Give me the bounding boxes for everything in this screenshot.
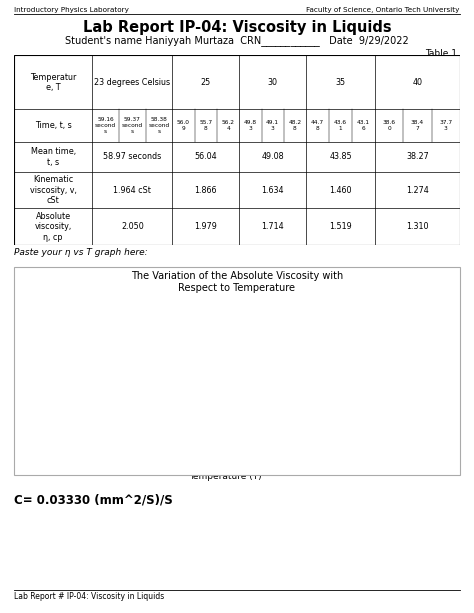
Text: Lab Report IP-04: Viscosity in Liquids: Lab Report IP-04: Viscosity in Liquids (82, 20, 392, 35)
Text: 43.85: 43.85 (329, 153, 352, 161)
Text: 56.2
4: 56.2 4 (221, 120, 235, 131)
Text: Time, t, s: Time, t, s (35, 121, 72, 130)
Text: Absolute
viscosity,
η, cp: Absolute viscosity, η, cp (35, 211, 72, 242)
Text: 35: 35 (336, 78, 346, 87)
Text: Student's name Haniyyah Murtaza  CRN____________   Date  9/29/2022: Student's name Haniyyah Murtaza CRN_____… (65, 36, 409, 47)
Text: 30: 30 (268, 78, 278, 87)
Text: 43.1
6: 43.1 6 (357, 120, 370, 131)
Text: 40: 40 (412, 78, 422, 87)
Text: The Variation of the Absolute Viscosity with: The Variation of the Absolute Viscosity … (131, 271, 343, 281)
Text: 56.0
9: 56.0 9 (177, 120, 190, 131)
Text: 59.16
second
s: 59.16 second s (95, 117, 116, 134)
Text: 56.04: 56.04 (194, 153, 217, 161)
Text: 38.4
7: 38.4 7 (411, 120, 424, 131)
Text: 49.1
3: 49.1 3 (266, 120, 279, 131)
Text: 49.8
3: 49.8 3 (244, 120, 257, 131)
Text: 49.08: 49.08 (261, 153, 284, 161)
Text: 43.6
1: 43.6 1 (334, 120, 347, 131)
Text: 38.6
0: 38.6 0 (383, 120, 396, 131)
Text: 1.979: 1.979 (194, 222, 217, 231)
Text: Introductory Physics Laboratory: Introductory Physics Laboratory (14, 7, 129, 13)
Text: Table 1.: Table 1. (425, 49, 460, 58)
Text: Faculty of Science, Ontario Tech University: Faculty of Science, Ontario Tech Univers… (306, 7, 460, 13)
Text: 2.050: 2.050 (121, 222, 144, 231)
Text: Paste your η vs T graph here:: Paste your η vs T graph here: (14, 248, 148, 257)
Text: 1.310: 1.310 (406, 222, 428, 231)
Text: 48.2
8: 48.2 8 (288, 120, 301, 131)
Text: 58.38
second
s: 58.38 second s (148, 117, 170, 134)
Text: 1.964 cSt: 1.964 cSt (113, 186, 151, 194)
Text: 38.27: 38.27 (406, 153, 429, 161)
Text: 1.274: 1.274 (406, 186, 429, 194)
X-axis label: Temperature (T): Temperature (T) (189, 472, 262, 481)
Text: 1.634: 1.634 (261, 186, 284, 194)
Text: 55.7
8: 55.7 8 (199, 120, 212, 131)
Text: Mean time,
t, s: Mean time, t, s (31, 147, 76, 167)
Text: 25: 25 (201, 78, 211, 87)
Text: 59.37
second
s: 59.37 second s (122, 117, 143, 134)
Text: 1.714: 1.714 (261, 222, 284, 231)
Text: 23 degrees Celsius: 23 degrees Celsius (94, 78, 170, 87)
Y-axis label: Absolute Viscosity (η): Absolute Viscosity (η) (25, 338, 34, 421)
Text: 37.7
3: 37.7 3 (439, 120, 452, 131)
Text: Kinematic
viscosity, v,
cSt: Kinematic viscosity, v, cSt (30, 175, 77, 205)
Text: Respect to Temperature: Respect to Temperature (179, 283, 295, 292)
Text: Temperatur
e, T: Temperatur e, T (30, 72, 76, 92)
Text: 1.519: 1.519 (329, 222, 352, 231)
Text: C= 0.03330 (mm^2/S)/S: C= 0.03330 (mm^2/S)/S (14, 493, 173, 506)
Text: 44.7
8: 44.7 8 (311, 120, 324, 131)
Text: Lab Report # IP-04: Viscosity in Liquids: Lab Report # IP-04: Viscosity in Liquids (14, 592, 164, 601)
Text: 1.866: 1.866 (194, 186, 217, 194)
Text: 58.97 seconds: 58.97 seconds (103, 153, 162, 161)
Text: 1.460: 1.460 (329, 186, 352, 194)
